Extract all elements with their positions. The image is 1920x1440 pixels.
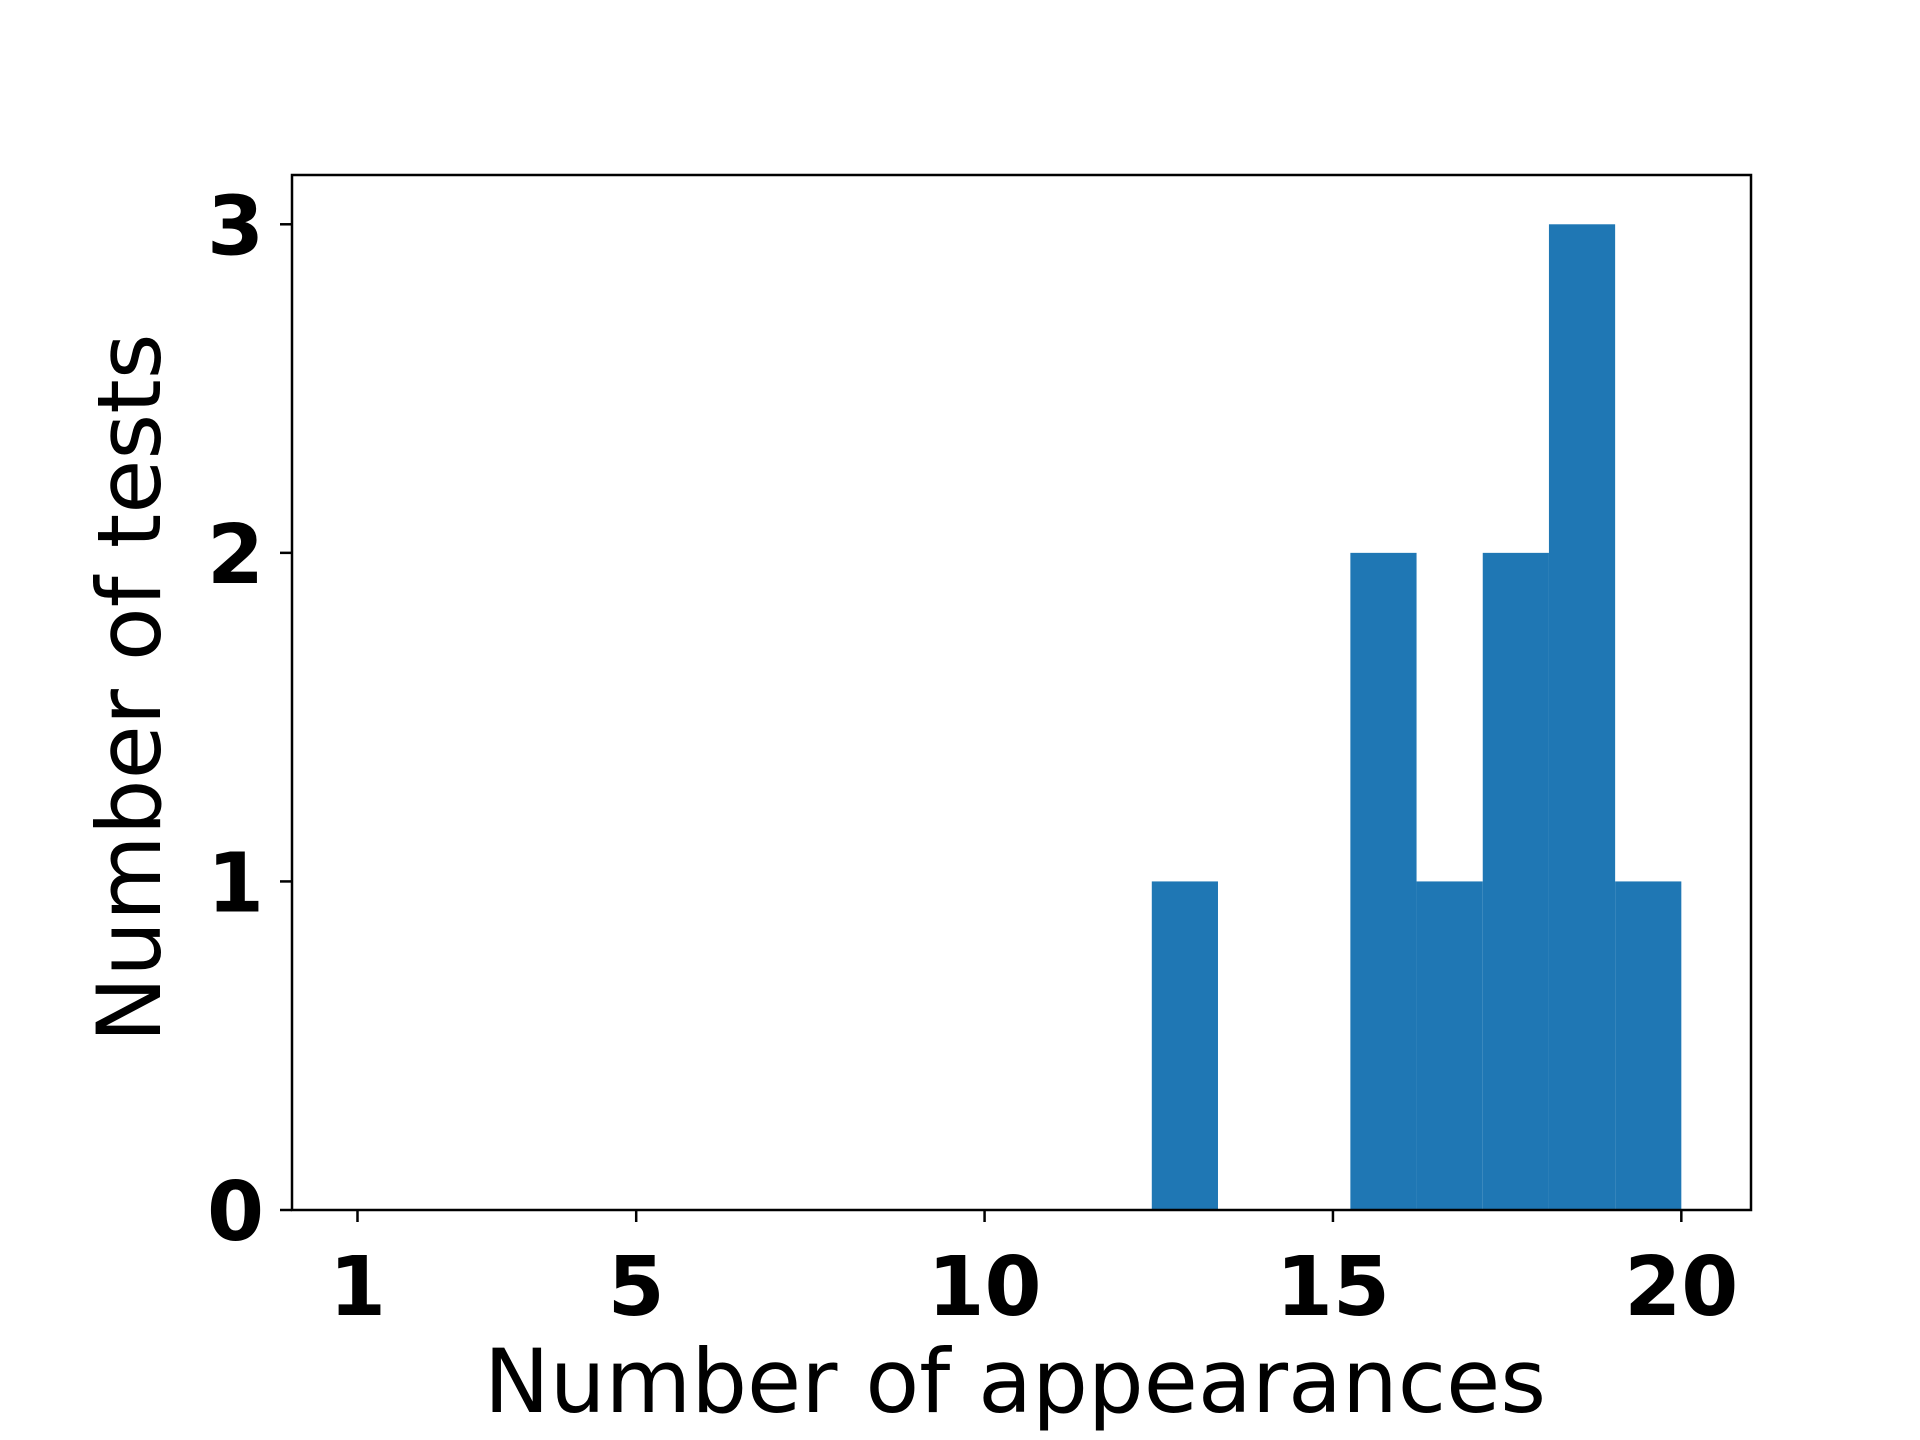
y-tick-label: 1 (207, 836, 264, 931)
y-axis-label: Number of tests (78, 333, 181, 1042)
x-tick-label: 5 (608, 1240, 665, 1335)
histogram-bar-5 (1615, 881, 1682, 1210)
histogram-bar-1 (1350, 552, 1417, 1210)
y-tick-label: 2 (207, 508, 264, 603)
histogram-bar-3 (1482, 552, 1549, 1210)
y-axis-ticks: 0 1 2 3 (207, 179, 292, 1260)
y-tick-label: 3 (207, 179, 264, 274)
histogram-bar-2 (1416, 881, 1483, 1210)
x-tick-label: 15 (1276, 1240, 1390, 1335)
x-axis-ticks: 1 5 10 15 20 (329, 1210, 1738, 1335)
y-tick-label: 0 (207, 1165, 264, 1260)
plot-frame (290, 173, 1753, 1212)
histogram-bar-4 (1548, 224, 1616, 1211)
x-tick-label: 20 (1624, 1240, 1738, 1335)
histogram-bar-0 (1151, 881, 1218, 1210)
x-tick-label: 10 (928, 1240, 1042, 1335)
x-axis-label: Number of appearances (484, 1330, 1546, 1433)
bars-group (1151, 224, 1682, 1211)
x-tick-label: 1 (329, 1240, 386, 1335)
